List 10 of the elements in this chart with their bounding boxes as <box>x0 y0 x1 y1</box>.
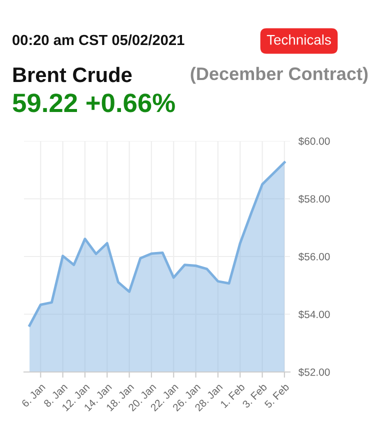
y-tick-label: $58.00 <box>298 194 330 204</box>
text: 00:20 am CST 05/02/2021 <box>12 34 184 46</box>
y-tick-label: $56.00 <box>298 252 330 261</box>
chart-subtitle: (December Contract) <box>190 66 368 84</box>
chart-title: Brent Crude <box>13 66 132 82</box>
y-tick-label: $52.00 <box>298 368 330 376</box>
text: 59.22 +0.66% <box>12 94 175 112</box>
y-tick-label: $60.00 <box>298 137 330 146</box>
y-tick-label: $54.00 <box>298 310 330 319</box>
text: Technicals <box>266 34 331 45</box>
